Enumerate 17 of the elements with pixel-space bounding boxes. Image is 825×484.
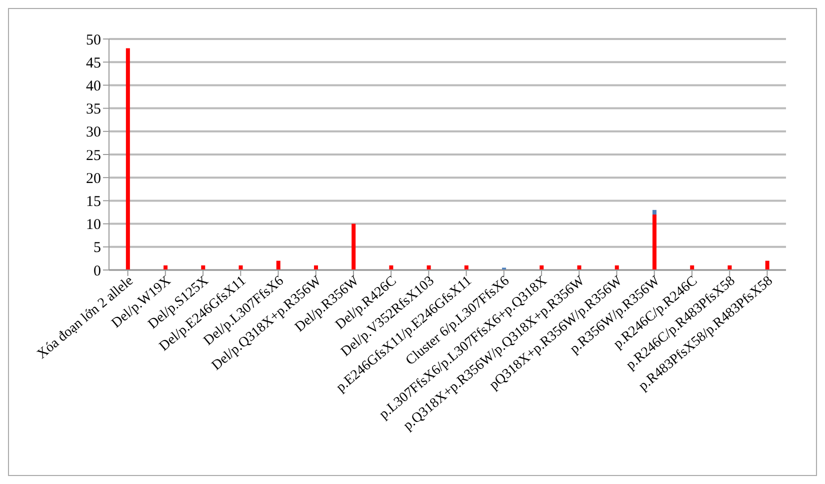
y-tick-label: 50 xyxy=(86,32,101,48)
bar xyxy=(652,214,656,270)
bar xyxy=(765,260,770,270)
bar xyxy=(652,210,656,215)
bar xyxy=(352,224,356,270)
bar xyxy=(126,48,130,270)
y-tick-label: 5 xyxy=(94,240,101,256)
y-tick-label: 15 xyxy=(86,194,101,210)
y-tick-label: 0 xyxy=(94,263,101,280)
y-tick-label: 10 xyxy=(86,217,101,234)
y-tick-label: 25 xyxy=(86,148,101,164)
y-tick-label: 45 xyxy=(86,55,101,72)
y-tick-label: 30 xyxy=(86,124,101,141)
y-tick-label: 35 xyxy=(86,102,101,118)
y-tick-label: 40 xyxy=(86,78,101,95)
y-tick-label: 20 xyxy=(86,170,101,187)
bar xyxy=(276,260,280,270)
